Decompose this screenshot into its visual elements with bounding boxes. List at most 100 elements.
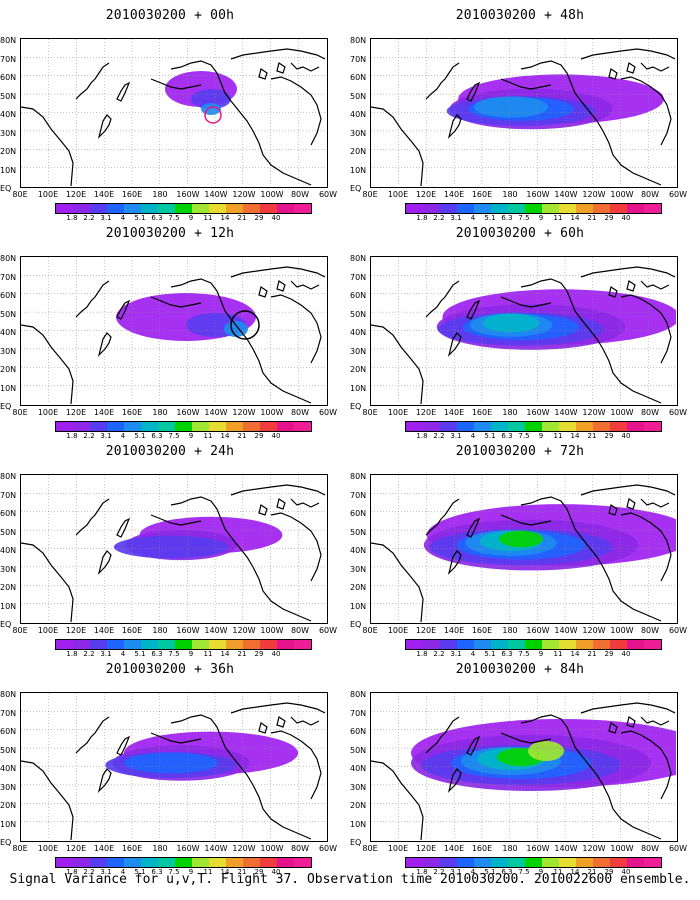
lon-label: 140W	[554, 190, 578, 199]
colorbar-swatch	[294, 858, 311, 867]
colorbar-swatch	[226, 204, 243, 213]
colorbar-value: 11	[203, 432, 213, 440]
lat-label: 20N	[350, 147, 367, 156]
lon-label: 140W	[554, 626, 578, 635]
lon-label: 100W	[610, 190, 634, 199]
colorbar-value: 4	[470, 650, 476, 658]
colorbar-swatch	[525, 422, 542, 431]
colorbar-value: 7.5	[168, 650, 180, 658]
coastline	[150, 78, 202, 90]
colorbar-labels: 1.8 2.2 3.1 4 5.1 6.3 7.5 9 11 14 21 29 40	[405, 868, 665, 877]
lon-label: 120W	[232, 190, 256, 199]
lon-label: 80E	[12, 190, 28, 199]
coastline	[620, 730, 672, 800]
colorbar-value: 6.3	[501, 214, 513, 222]
variance-contour	[113, 535, 229, 559]
colorbar	[405, 639, 662, 650]
lon-label: 100W	[260, 408, 284, 417]
colorbar-swatch	[107, 204, 124, 213]
colorbar-value: 5.1	[134, 214, 146, 222]
coastline	[21, 106, 74, 186]
coastline	[626, 716, 636, 728]
colorbar-swatch	[158, 640, 175, 649]
map-frame	[370, 692, 678, 842]
colorbar-swatch	[277, 858, 294, 867]
colorbar-swatch	[56, 422, 73, 431]
variance-contour	[499, 530, 543, 548]
colorbar-swatch	[644, 422, 661, 431]
colorbar-swatch	[542, 204, 559, 213]
colorbar-swatch	[277, 422, 294, 431]
colorbar-value: 6.3	[501, 868, 513, 876]
coastline	[626, 498, 636, 510]
lon-axis: 80E 100E 120E 140E 160E 180 160W 140W 120W 100W 80…	[350, 626, 690, 636]
coastline	[640, 498, 670, 508]
lat-label: 80N	[0, 254, 17, 263]
coastline	[150, 732, 202, 744]
colorbar-swatch	[175, 422, 192, 431]
colorbar-swatch	[107, 858, 124, 867]
colorbar-value: 2.2	[433, 432, 445, 440]
lon-label: 140W	[554, 844, 578, 853]
lon-label: 140E	[93, 408, 115, 417]
colorbar-value: 40	[271, 214, 281, 222]
colorbar-swatch	[576, 858, 593, 867]
lat-label: 10N	[0, 165, 17, 175]
colorbar-labels: 1.8 2.2 3.1 4 5.1 6.3 7.5 9 11 14 21 29 40	[55, 432, 315, 441]
lat-label: 20N	[0, 583, 17, 592]
colorbar-value: 11	[553, 214, 563, 222]
lat-label: 10N	[350, 819, 367, 829]
lon-label: 60W	[668, 626, 688, 635]
coastline	[270, 730, 322, 800]
coastline	[447, 768, 462, 793]
colorbar-swatch	[576, 640, 593, 649]
coastline	[371, 106, 424, 186]
colorbar-swatch	[226, 640, 243, 649]
coastline	[276, 62, 286, 74]
lon-label: 140E	[443, 190, 465, 199]
coastline	[270, 76, 322, 146]
lon-label: 80W	[640, 190, 660, 199]
colorbar-value: 3.1	[450, 868, 462, 876]
colorbar-swatch	[277, 204, 294, 213]
lon-label: 120E	[415, 408, 437, 417]
panel-title: 2010030200 + 36h	[105, 662, 235, 677]
colorbar-swatch	[423, 640, 440, 649]
colorbar-value: 29	[254, 214, 264, 222]
lat-label: 10N	[0, 383, 17, 393]
coastline	[116, 517, 131, 538]
lat-label: 40N	[350, 110, 367, 119]
coastline	[97, 114, 112, 139]
lon-label: 120W	[232, 844, 256, 853]
colorbar-swatch	[610, 858, 627, 867]
coastline	[640, 716, 670, 726]
colorbar-labels: 1.8 2.2 3.1 4 5.1 6.3 7.5 9 11 14 21 29 40	[405, 650, 665, 659]
variance-contour	[123, 752, 219, 774]
lat-label: 30N	[0, 346, 17, 356]
colorbar-value: 5.1	[484, 214, 496, 222]
coastline	[371, 760, 424, 840]
coastline	[520, 278, 662, 404]
lat-label: 10N	[0, 601, 17, 611]
coastline	[608, 722, 618, 734]
lat-label: 20N	[0, 801, 17, 810]
colorbar-swatch	[175, 858, 192, 867]
map-frame	[370, 38, 678, 188]
lon-axis: 80E 100E 120E 140E 160E 180 160W 140W 120W 100W 80…	[350, 190, 690, 200]
colorbar-value: 5.1	[484, 868, 496, 876]
colorbar-swatch	[294, 640, 311, 649]
colorbar-value: 1.8	[416, 868, 428, 876]
lat-label: EQ	[0, 620, 12, 629]
coastline	[500, 296, 552, 308]
colorbar-swatch	[644, 858, 661, 867]
lat-label: 60N	[350, 73, 367, 82]
colorbar-swatch	[260, 640, 277, 649]
colorbar-swatch	[644, 640, 661, 649]
map-frame	[20, 474, 328, 624]
lat-label: 50N	[350, 745, 367, 755]
colorbar-value: 2.2	[433, 650, 445, 658]
colorbar-value: 21	[237, 214, 247, 222]
coastline	[258, 68, 268, 80]
lon-label: 80E	[362, 408, 378, 417]
lon-label: 180	[152, 408, 168, 417]
